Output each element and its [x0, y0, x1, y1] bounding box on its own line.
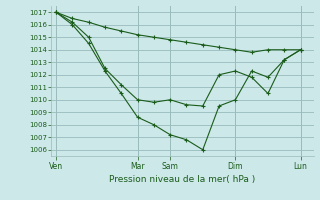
X-axis label: Pression niveau de la mer( hPa ): Pression niveau de la mer( hPa ) [109, 175, 256, 184]
